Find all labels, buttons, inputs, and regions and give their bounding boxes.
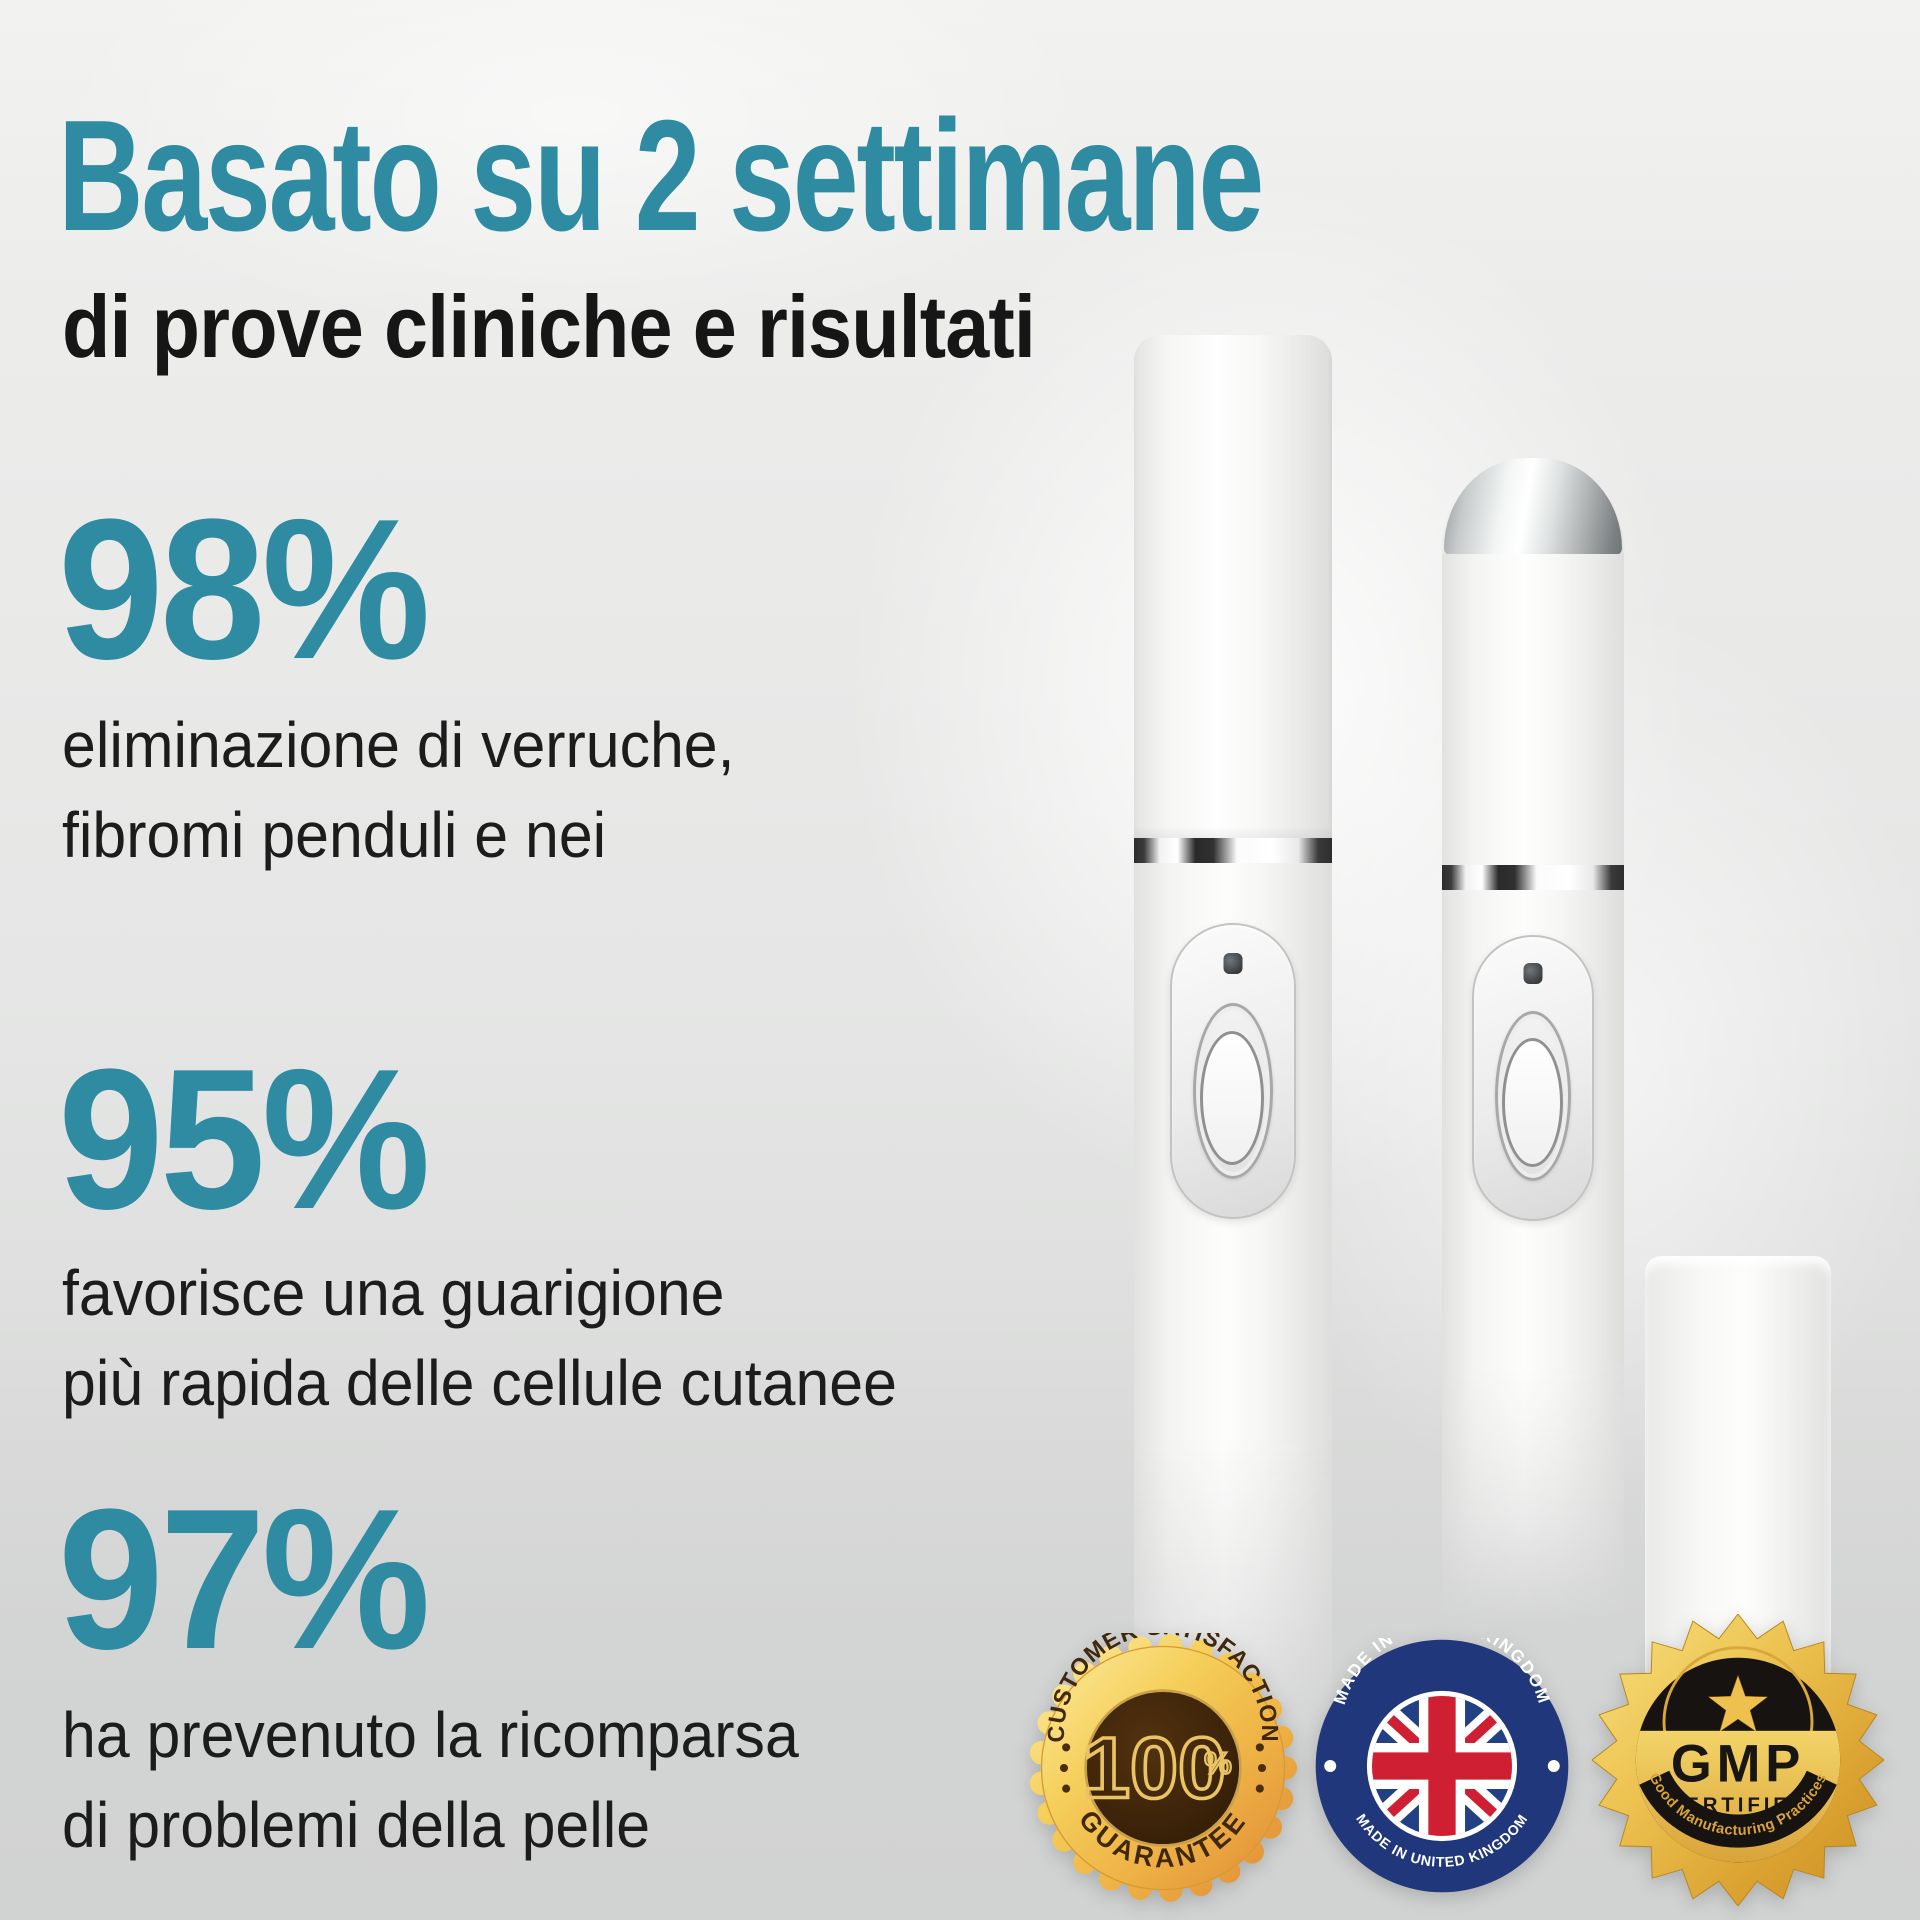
page-subtitle: di prove cliniche e risultati bbox=[62, 277, 1036, 376]
stat-desc-line: di problemi della pelle bbox=[62, 1789, 651, 1861]
customer-satisfaction-badge: CUSTOMER SATISFACTION GUARANTEE 100 % bbox=[1028, 1633, 1298, 1903]
pen-chrome-ring bbox=[1442, 865, 1624, 890]
gmp-certified-badge: GMP CERTIFIED Good Manufacturing Practic… bbox=[1592, 1614, 1884, 1906]
badge-percent-sign: % bbox=[1204, 1746, 1231, 1780]
pen-neck bbox=[1442, 554, 1624, 865]
stat-desc-line: ha prevenuto la ricomparsa bbox=[62, 1699, 799, 1771]
therapy-pen-open-image bbox=[1442, 458, 1624, 1648]
page-title: Basato su 2 settimane bbox=[58, 88, 1264, 264]
stat-desc-line: favorisce una guarigione bbox=[62, 1257, 725, 1329]
therapy-pen-capped-image bbox=[1134, 335, 1332, 1780]
star-icon bbox=[1707, 1674, 1769, 1733]
pen-power-button-inner bbox=[1200, 1031, 1265, 1165]
pen-body bbox=[1442, 890, 1624, 1648]
stat-desc-healing: favorisce una guarigione più rapida dell… bbox=[62, 1248, 897, 1428]
stat-value-healing: 95% bbox=[58, 1028, 431, 1251]
gmp-label: GMP bbox=[1671, 1734, 1805, 1793]
pen-body bbox=[1134, 863, 1332, 1780]
badge-ribbon-arc bbox=[1639, 1770, 1837, 1848]
pen-power-button bbox=[1495, 1011, 1571, 1181]
stat-desc-removal: eliminazione di verruche, fibromi pendul… bbox=[62, 700, 735, 880]
pen-chrome-dome-tip bbox=[1444, 458, 1622, 560]
pen-cap-closed bbox=[1134, 335, 1332, 838]
pen-power-button bbox=[1193, 1003, 1273, 1179]
stat-value-removal: 98% bbox=[58, 478, 431, 701]
pen-led-indicator bbox=[1223, 953, 1243, 974]
certified-label: CERTIFIED bbox=[1667, 1794, 1810, 1817]
stat-value-prevention: 97% bbox=[58, 1468, 431, 1691]
badge-scalloped-edge bbox=[1028, 1633, 1298, 1903]
stat-desc-line: fibromi penduli e nei bbox=[62, 799, 607, 871]
badge-inner-arc-line bbox=[1662, 1646, 1814, 1742]
badge-100-value: 100 bbox=[1082, 1721, 1226, 1817]
pen-power-button-inner bbox=[1501, 1038, 1563, 1168]
stat-desc-prevention: ha prevenuto la ricomparsa di problemi d… bbox=[62, 1690, 799, 1870]
badge-side-dots bbox=[1059, 1743, 1267, 1793]
pen-chrome-ring bbox=[1134, 838, 1332, 863]
badge-center-disc bbox=[1084, 1689, 1242, 1847]
made-in-uk-badge: MADE IN UNITED KINGDOM MADE IN UNITED KI… bbox=[1315, 1638, 1569, 1893]
stat-desc-line: più rapida delle cellule cutanee bbox=[62, 1347, 897, 1419]
stat-desc-line: eliminazione di verruche, bbox=[62, 709, 735, 781]
pen-control-panel bbox=[1170, 923, 1296, 1219]
pen-led-indicator bbox=[1523, 963, 1543, 984]
pen-control-panel bbox=[1472, 935, 1594, 1221]
